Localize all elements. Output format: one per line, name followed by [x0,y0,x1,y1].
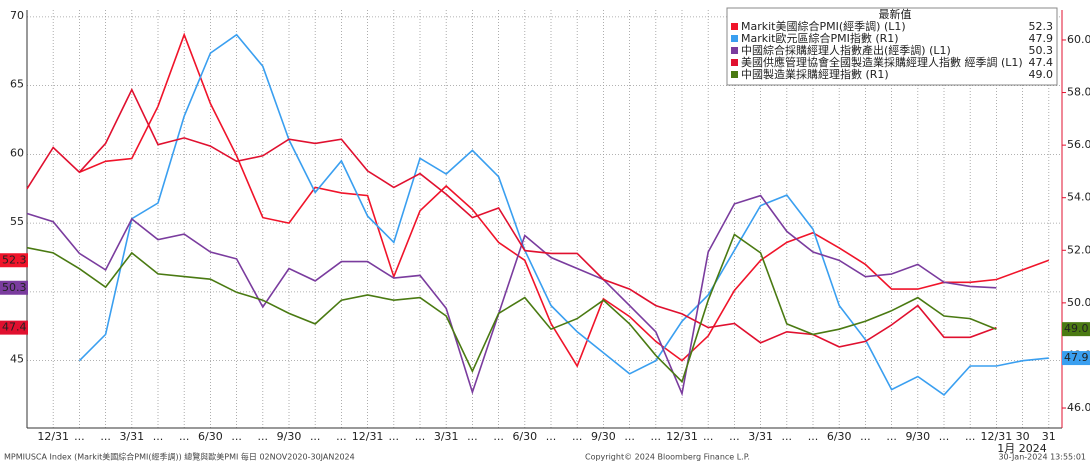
legend-value: 47.9 [1029,32,1054,45]
x-tick-label: ... [258,430,269,443]
x-tick-label: ... [703,430,714,443]
x-tick-label: ... [782,430,793,443]
x-tick-label: 3/31 [434,430,459,443]
legend-label: 美國供應管理協會全國製造業採購經理人指數 經季調 (L1) [741,55,1023,69]
y2-tick-label: 56.0 [1067,138,1090,151]
legend-swatch [731,23,738,30]
x-tick-label: 12/31 [981,430,1013,443]
x-tick-label: 3/31 [119,430,144,443]
series-line [26,87,997,348]
legend-swatch [731,59,738,66]
x-tick-label: ... [546,430,557,443]
y2-tick-label: 58.0 [1067,86,1090,99]
y2-tick-label: 52.0 [1067,243,1090,256]
last-value-tag-label: 47.9 [1064,351,1089,364]
series-line [79,32,1050,368]
x-tick-label: 6/30 [512,430,537,443]
footer-right: 30-Jan-2024 13:55:01 [998,453,1086,462]
x-tick-label: ... [493,430,504,443]
x-tick-label: ... [808,430,819,443]
last-value-tag-label: 49.0 [1064,322,1089,335]
last-value-tag-label: 50.3 [2,281,27,294]
y-tick-label: 70 [10,9,24,22]
x-tick-label: 31 [1042,430,1056,443]
x-tick-label: ... [336,430,347,443]
last-value-tag [0,253,28,268]
x-tick-label: ... [939,430,950,443]
last-value-tag-label: 47.4 [2,321,27,334]
x-tick-label: ... [572,430,583,443]
x-tick-label: ... [389,430,400,443]
last-value-tag [0,320,28,335]
footer-left: MPMIUSCA Index (Markit美國綜合PMI(經季調)) 總覽與歐… [4,452,355,462]
x-tick-label: ... [729,430,740,443]
x-tick-label: 6/30 [827,430,852,443]
legend-label: 中國製造業採購經理指數 (R1) [741,67,889,81]
x-tick-label: 12/31 [352,430,384,443]
x-annotation: 1月 2024 [997,442,1047,455]
x-tick-label: ... [310,430,321,443]
legend-label: Markit美國綜合PMI(經季調) (L1) [741,19,906,33]
x-tick-label: 9/30 [905,430,930,443]
x-tick-label: 30 [1016,430,1030,443]
x-tick-label: 9/30 [591,430,616,443]
series-line [78,33,1049,396]
x-tick-label: ... [74,430,85,443]
y2-tick-label: 46.0 [1067,401,1090,414]
x-tick-label: ... [467,430,478,443]
x-tick-label: 12/31 [37,430,69,443]
y-tick-label: 65 [10,78,24,91]
legend-title: 最新值 [879,7,912,21]
y2-tick-label: 50.0 [1067,296,1090,309]
x-tick-label: ... [860,430,871,443]
y-tick-label: 60 [10,146,24,159]
last-value-tag [1062,351,1090,366]
x-tick-label: ... [100,430,111,443]
x-tick-label: ... [651,430,662,443]
x-tick-label: ... [624,430,635,443]
last-value-tag [0,280,28,295]
legend-swatch [731,47,738,54]
y2-tick-label: 54.0 [1067,191,1090,204]
y-tick-label: 55 [10,215,24,228]
footer-center: Copyright© 2024 Bloomberg Finance L.P. [585,453,750,462]
series-line [26,194,997,397]
legend-box [726,7,1058,86]
legend-value: 47.4 [1029,56,1054,69]
last-value-tag [1062,322,1090,337]
x-tick-label: 12/31 [666,430,698,443]
legend-swatch [731,35,738,42]
x-tick-label: ... [231,430,242,443]
x-tick-label: ... [965,430,976,443]
legend-value: 50.3 [1029,44,1054,57]
last-value-tag-label: 52.3 [2,253,27,266]
x-tick-label: 6/30 [198,430,223,443]
x-tick-label: 3/31 [748,430,773,443]
legend-value: 52.3 [1029,20,1054,33]
legend-label: Markit歐元區綜合PMI指數 (R1) [741,31,899,45]
x-tick-label: ... [179,430,190,443]
legend-value: 49.0 [1029,68,1054,81]
legend-label: 中國綜合採購經理人指數產出(經季調) (L1) [741,43,951,57]
x-tick-label: ... [886,430,897,443]
x-tick-label: ... [153,430,164,443]
series-line [26,233,997,384]
legend-swatch [731,71,738,78]
x-tick-label: 9/30 [277,430,302,443]
x-tick-label: ... [415,430,426,443]
y-tick-label: 45 [10,353,24,366]
y2-tick-label: 60.0 [1067,33,1090,46]
